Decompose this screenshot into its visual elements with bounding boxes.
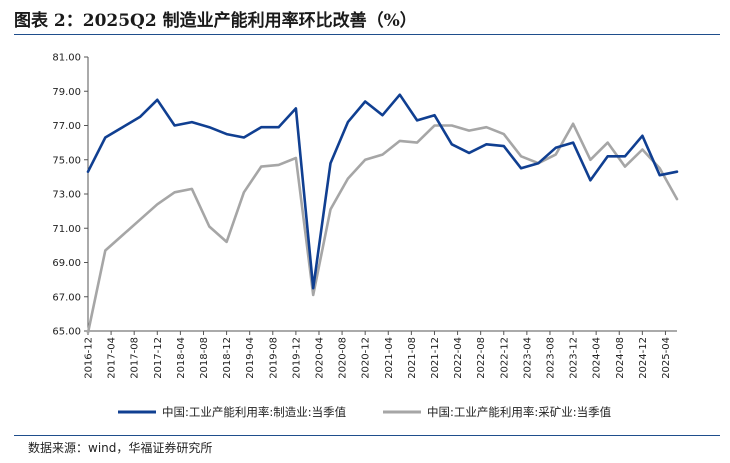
x-tick-label: 2021-04 [384,337,395,379]
chart-title: 图表 2：2025Q2 制造业产能利用率环比改善（%） [14,11,417,31]
x-axis: 2016-12 2017-04 2017-08 2017-12 2018-04 2018-… [84,330,677,379]
x-tick-label: 2016-12 [84,337,95,379]
x-tick-label: 2019-08 [268,337,279,379]
x-tick-label: 2017-04 [107,337,118,379]
y-tick-label: 69.00 [52,258,81,269]
y-tick-label: 65.00 [52,327,81,338]
y-tick-label: 67.00 [52,292,81,303]
x-tick-label: 2018-08 [199,337,210,379]
x-tick-label: 2020-12 [361,337,372,379]
x-tick-label: 2023-08 [545,337,556,379]
x-tick-label: 2019-04 [245,337,256,379]
legend: 中国:工业产能利用率:制造业:当季值 中国:工业产能利用率:采矿业:当季值 [118,405,612,419]
x-tick-label: 2018-12 [222,337,233,379]
x-tick-label: 2023-12 [569,337,580,379]
x-tick-label: 2022-08 [476,337,487,379]
source-note: 数据来源：wind，华福证券研究所 [28,441,213,455]
x-tick-label: 2021-12 [430,337,441,379]
series-line-mining [86,122,679,335]
source-rule [14,435,720,436]
series-group [86,93,679,335]
x-tick-label: 2017-08 [130,337,141,379]
x-tick-label: 2025-04 [661,337,672,379]
y-tick-label: 79.00 [52,87,81,98]
series-line-manufacturing [86,93,679,290]
x-tick-label: 2019-12 [291,337,302,379]
x-tick-label: 2024-12 [638,337,649,379]
y-tick-label: 77.00 [52,121,81,132]
legend-manufacturing-label: 中国:工业产能利用率:制造业:当季值 [162,405,347,419]
x-tick-label: 2020-08 [338,337,349,379]
y-axis: 65.00 67.00 69.00 71.00 73.00 75.00 77.00 79.00… [52,53,89,338]
x-tick-label: 2024-04 [592,337,603,379]
x-tick-label: 2018-04 [176,337,187,379]
x-tick-label: 2020-04 [314,337,325,379]
x-tick-label: 2021-08 [407,337,418,379]
x-tick-label: 2022-12 [499,337,510,379]
x-tick-label: 2022-04 [453,337,464,379]
y-tick-label: 71.00 [52,224,81,235]
title-rule [14,34,720,35]
y-tick-label: 73.00 [52,190,81,201]
x-tick-label: 2017-12 [153,337,164,379]
x-tick-label: 2024-08 [615,337,626,379]
y-tick-label: 75.00 [52,155,81,166]
x-tick-label: 2023-04 [522,337,533,379]
y-tick-label: 81.00 [52,53,81,64]
legend-mining-label: 中国:工业产能利用率:采矿业:当季值 [427,405,612,419]
